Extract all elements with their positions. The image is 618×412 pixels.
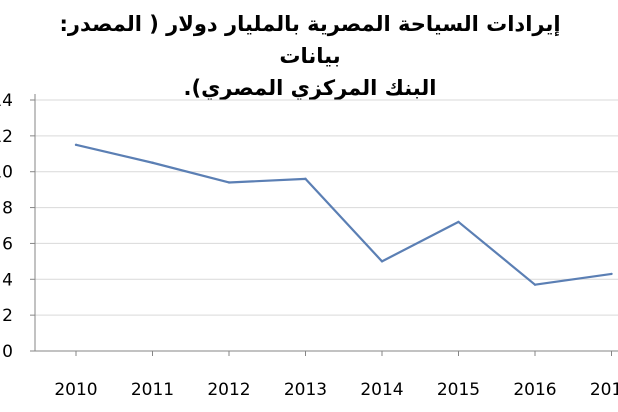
x-tick-label: 2010 [54, 380, 97, 400]
x-tick-label: 2017 [590, 380, 618, 400]
y-tick-label: 4 [2, 270, 13, 290]
data-point [380, 260, 384, 263]
y-tick-label: 8 [2, 199, 13, 219]
chart-title: إيرادات السياحة المصرية بالمليار دولار (… [40, 8, 580, 104]
data-point [227, 181, 231, 184]
x-tick-label: 2015 [437, 380, 480, 400]
y-tick-label: 0 [2, 342, 13, 362]
data-point [533, 283, 537, 286]
data-point [304, 177, 307, 181]
x-tick-label: 2011 [131, 380, 174, 400]
series-line [75, 143, 612, 286]
y-tick-label: 12 [0, 127, 13, 147]
chart-title-line-1: إيرادات السياحة المصرية بالمليار دولار (… [59, 12, 561, 68]
x-tick-label: 2013 [284, 380, 327, 400]
data-point [457, 220, 460, 224]
y-tick-label: 14 [0, 91, 13, 111]
x-tick-label: 2014 [360, 380, 403, 400]
chart-title-line-2: البنك المركزي المصري). [183, 76, 437, 100]
y-tick-label: 10 [0, 163, 13, 183]
data-point [610, 272, 613, 276]
data-point [151, 161, 154, 164]
data-point [74, 143, 78, 147]
y-tick-label: 2 [2, 306, 13, 326]
x-tick-label: 2016 [513, 380, 556, 400]
y-tick-label: 6 [2, 234, 13, 254]
x-tick-label: 2012 [207, 380, 250, 400]
